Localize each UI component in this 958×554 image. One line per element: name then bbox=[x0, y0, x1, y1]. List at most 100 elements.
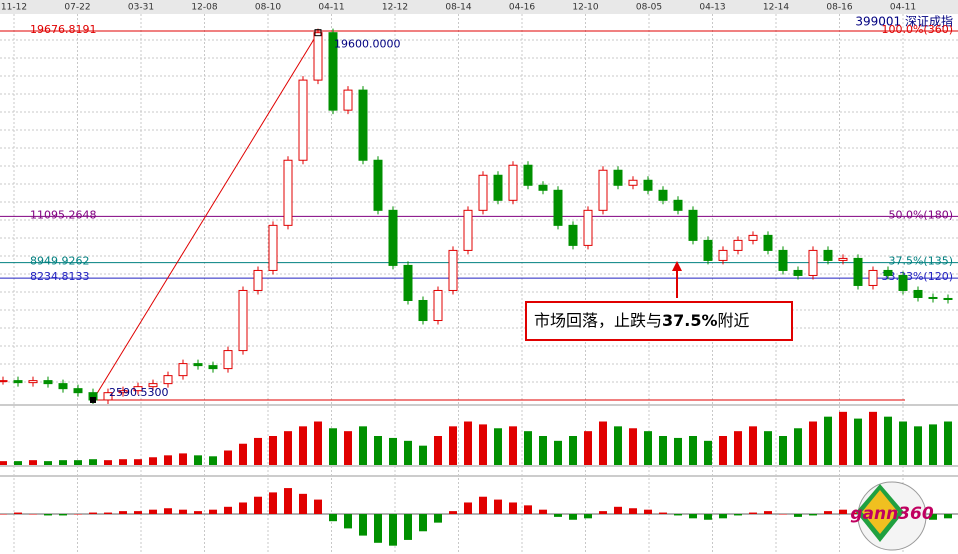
macd-bar bbox=[479, 496, 487, 514]
volume-bar bbox=[164, 455, 172, 465]
level-label: 8949.9262 bbox=[30, 255, 90, 268]
volume-bar bbox=[359, 426, 367, 465]
level-label: 11095.2648 bbox=[30, 208, 96, 221]
x-tick-label: 11-12 bbox=[1, 3, 27, 13]
volume-bar bbox=[569, 436, 577, 465]
macd-bar bbox=[119, 511, 127, 514]
macd-bar bbox=[224, 506, 232, 514]
annotation-bold: 37.5% bbox=[662, 311, 718, 330]
annotation: 市场回落，止跌与37.5%附近 bbox=[525, 261, 793, 341]
volume-bar bbox=[689, 436, 697, 465]
macd-bar bbox=[779, 514, 787, 515]
candle bbox=[928, 296, 938, 299]
candle bbox=[433, 289, 443, 322]
candle bbox=[538, 184, 548, 191]
candle bbox=[493, 174, 503, 201]
volume-bar bbox=[854, 418, 862, 465]
macd-bar bbox=[734, 514, 742, 516]
candle bbox=[223, 350, 233, 370]
volume-bar bbox=[899, 421, 907, 465]
volume-bar bbox=[734, 431, 742, 465]
candle bbox=[628, 179, 638, 186]
annotation-box bbox=[525, 301, 793, 341]
volume-bar bbox=[284, 431, 292, 465]
x-tick-label: 04-11 bbox=[318, 3, 344, 13]
volume-bar bbox=[944, 421, 952, 465]
candle bbox=[268, 224, 278, 271]
candle bbox=[43, 380, 53, 385]
volume-bar bbox=[239, 443, 247, 465]
macd-bar bbox=[284, 488, 292, 514]
volume-bar bbox=[884, 416, 892, 465]
volume-bar bbox=[869, 411, 877, 465]
volume-bar bbox=[209, 456, 217, 465]
volume-bar bbox=[404, 440, 412, 465]
macd-bar bbox=[179, 509, 187, 514]
volume-bar bbox=[344, 431, 352, 465]
volume-bar bbox=[149, 457, 157, 465]
volume-bar bbox=[629, 428, 637, 465]
candle bbox=[13, 380, 23, 384]
candle bbox=[778, 249, 788, 271]
level-ratio: 37.5%(135) bbox=[888, 255, 953, 268]
volume-bar bbox=[479, 424, 487, 465]
volume-bar bbox=[434, 436, 442, 465]
volume-bar bbox=[74, 460, 82, 465]
macd-bar bbox=[74, 514, 82, 515]
volume-bar bbox=[389, 437, 397, 465]
macd-bar bbox=[59, 514, 67, 516]
logo-text: gann360 bbox=[850, 504, 934, 524]
volume-bar bbox=[539, 436, 547, 465]
candle bbox=[613, 169, 623, 186]
macd-bar bbox=[104, 512, 112, 514]
chart-title: 399001 深证成指 bbox=[855, 14, 953, 29]
macd-bar bbox=[209, 509, 217, 514]
volume-bar bbox=[194, 455, 202, 465]
volume-bar bbox=[29, 460, 37, 465]
macd-bar bbox=[29, 514, 37, 515]
volume-bar bbox=[554, 440, 562, 465]
macd-bar bbox=[464, 502, 472, 514]
volume-bar bbox=[449, 426, 457, 465]
candle bbox=[58, 383, 68, 390]
candle bbox=[163, 375, 173, 385]
candle bbox=[898, 274, 908, 291]
volume-bar bbox=[44, 461, 52, 465]
x-tick-label: 12-10 bbox=[572, 3, 598, 13]
candle bbox=[133, 386, 143, 392]
volume-bar bbox=[0, 461, 7, 465]
volume-bar bbox=[614, 426, 622, 465]
x-tick-label: 12-14 bbox=[763, 3, 789, 13]
x-tick-label: 08-05 bbox=[636, 3, 662, 13]
volume-bar bbox=[524, 431, 532, 465]
candle bbox=[283, 159, 293, 226]
candle bbox=[868, 269, 878, 286]
volume-bar bbox=[14, 461, 22, 465]
candle bbox=[448, 249, 458, 291]
x-tick-label: 04-13 bbox=[699, 3, 725, 13]
candle bbox=[883, 269, 893, 276]
candle bbox=[598, 169, 608, 211]
candle bbox=[388, 209, 398, 266]
x-tick-label: 07-22 bbox=[64, 3, 90, 13]
candle bbox=[853, 257, 863, 286]
volume-bar bbox=[914, 426, 922, 465]
time-axis-band bbox=[0, 0, 958, 14]
candle bbox=[193, 363, 203, 367]
macd-bar bbox=[824, 511, 832, 514]
candle bbox=[523, 164, 533, 186]
macd-bar bbox=[14, 512, 22, 514]
macd-bar bbox=[614, 506, 622, 514]
volume-bar bbox=[839, 411, 847, 465]
macd-bar bbox=[689, 514, 697, 519]
macd-bar bbox=[359, 514, 367, 536]
macd-bar bbox=[794, 514, 802, 517]
candle bbox=[568, 224, 578, 246]
volume-bar bbox=[419, 445, 427, 465]
candle bbox=[658, 189, 668, 201]
candle bbox=[0, 380, 8, 383]
macd-bar bbox=[149, 509, 157, 514]
candle bbox=[943, 297, 953, 300]
